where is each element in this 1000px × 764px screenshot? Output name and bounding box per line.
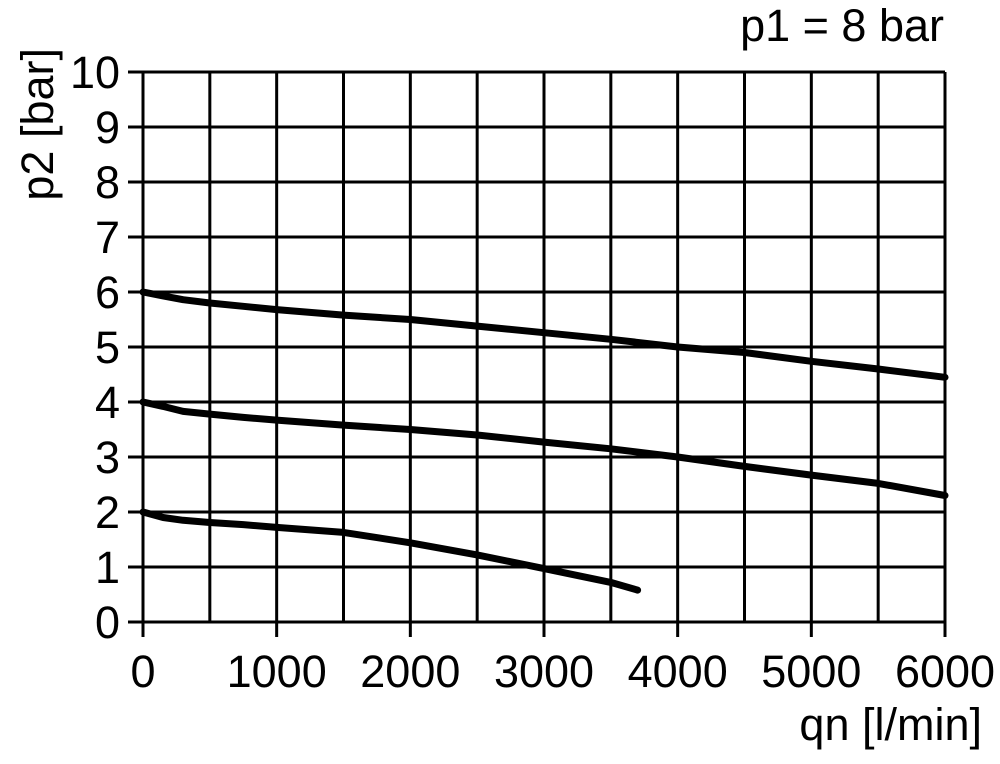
x-tick-label: 3000	[494, 646, 594, 697]
chart-title: p1 = 8 bar	[740, 0, 944, 51]
x-tick-label: 5000	[761, 646, 861, 697]
y-tick-label: 3	[95, 432, 120, 483]
y-tick-label: 10	[70, 47, 120, 98]
y-tick-label: 9	[95, 102, 120, 153]
y-tick-label: 7	[95, 212, 120, 263]
y-tick-label: 2	[95, 487, 120, 538]
y-tick-label: 1	[95, 542, 120, 593]
x-tick-label: 4000	[628, 646, 728, 697]
x-tick-label: 2000	[360, 646, 460, 697]
x-axis-title: qn [l/min]	[799, 699, 982, 750]
y-tick-label: 8	[95, 157, 120, 208]
x-tick-label: 0	[130, 646, 155, 697]
y-tick-label: 5	[95, 322, 120, 373]
x-tick-label: 1000	[227, 646, 327, 697]
y-tick-label: 0	[95, 597, 120, 648]
curve-outlet-pressure-setting-2-bar	[139, 508, 642, 594]
x-tick-label: 6000	[895, 646, 995, 697]
y-tick-label: 4	[95, 377, 120, 428]
curve-outlet-pressure-setting-6-bar	[139, 288, 949, 381]
curve-outlet-pressure-setting-4-bar	[139, 398, 949, 499]
y-tick-label: 6	[95, 267, 120, 318]
